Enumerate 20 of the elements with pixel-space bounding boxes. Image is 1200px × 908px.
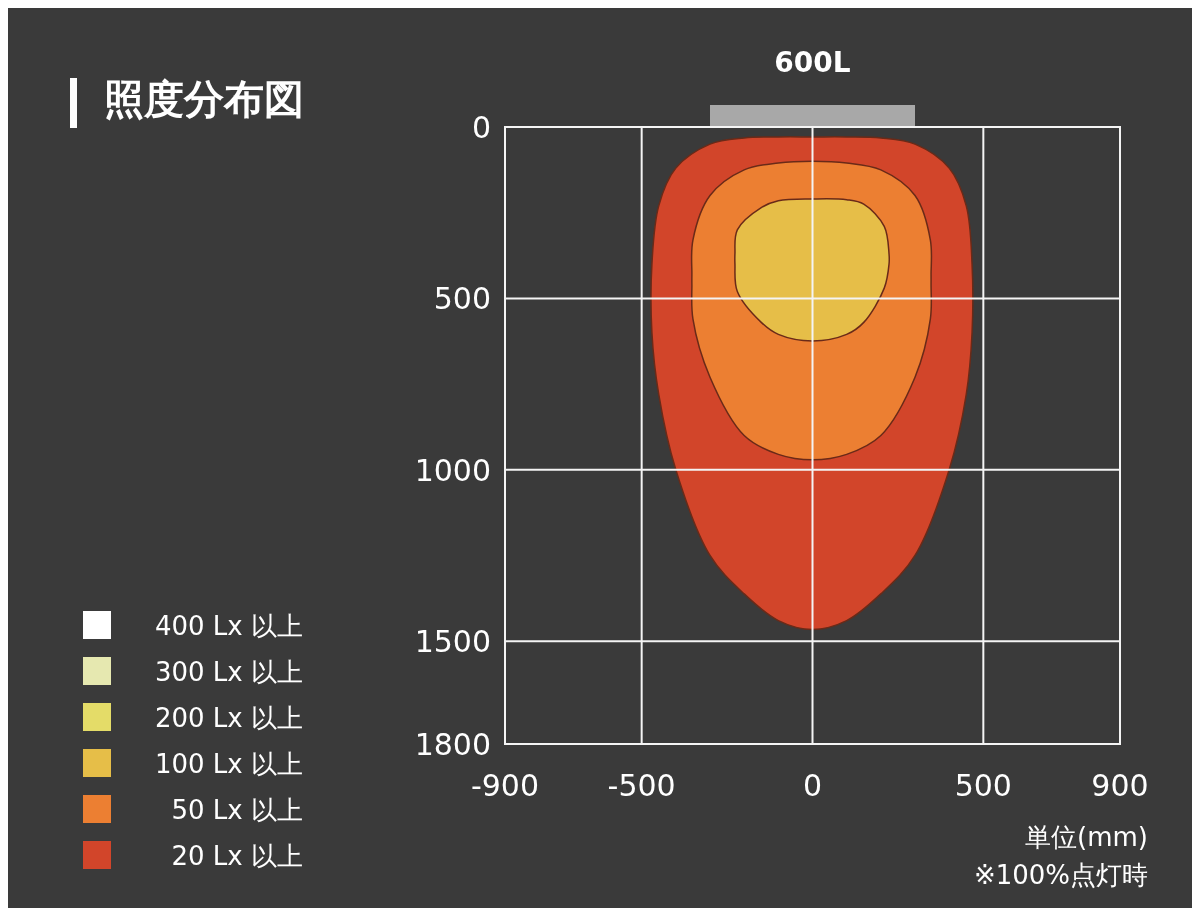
y-tick-label: 1500 (414, 624, 491, 660)
x-tick-label: -500 (607, 768, 676, 803)
y-tick-label: 1000 (414, 452, 491, 488)
text: 単位(mm) (1025, 822, 1148, 852)
legend-label: 100 Lx 以上 (154, 749, 303, 779)
legend-label: 400 Lx 以上 (154, 611, 303, 641)
x-tick-label: -900 (470, 768, 540, 803)
text: 600L (774, 46, 851, 79)
text: ※100%点灯時 (973, 860, 1148, 890)
legend-label: 20 Lx 以上 (171, 841, 303, 871)
legend-label: 300 Lx 以上 (154, 657, 303, 687)
x-tick-label: 900 (1091, 768, 1149, 803)
x-tick-label: 500 (954, 768, 1012, 803)
y-tick-label: 500 (433, 281, 491, 317)
x-tick-label: 0 (802, 768, 823, 803)
y-tick-label: 0 (471, 110, 491, 145)
y-tick-label: 1800 (414, 727, 491, 762)
legend-label: 200 Lx 以上 (154, 703, 303, 733)
chart-title: 照度分布図 (104, 76, 304, 122)
legend-label: 50 Lx 以上 (171, 795, 303, 825)
